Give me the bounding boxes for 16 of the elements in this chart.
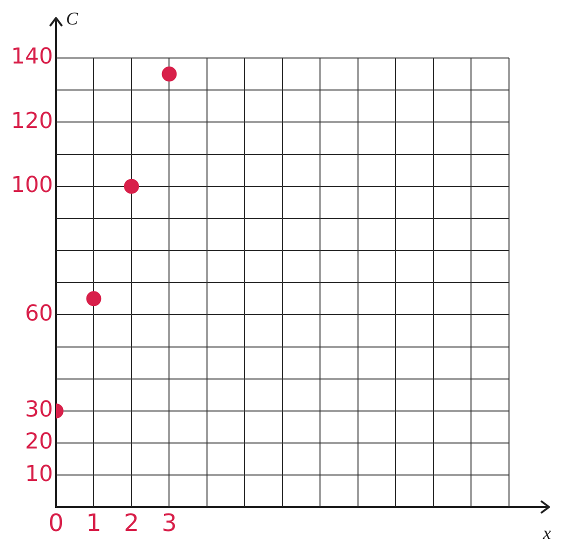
point [162, 66, 177, 82]
point [86, 291, 102, 306]
y-tick-label: 10 [24, 462, 53, 487]
y-tick-label: 60 [24, 301, 53, 326]
y-axis-title: C [66, 8, 79, 29]
y-tick-label: 30 [24, 398, 53, 423]
y-tick-label: 140 [10, 44, 53, 70]
x-tick-label: 3 [162, 508, 177, 537]
y-tick-label: 120 [10, 108, 53, 134]
x-tick-label: 0 [48, 508, 64, 537]
y-tick-label: 100 [10, 173, 53, 198]
x-tick-label: 2 [124, 508, 140, 537]
x-axis-title: x [542, 522, 551, 543]
y-tick-label: 20 [24, 430, 53, 455]
point [124, 178, 139, 194]
x-tick-label: 1 [86, 508, 102, 537]
